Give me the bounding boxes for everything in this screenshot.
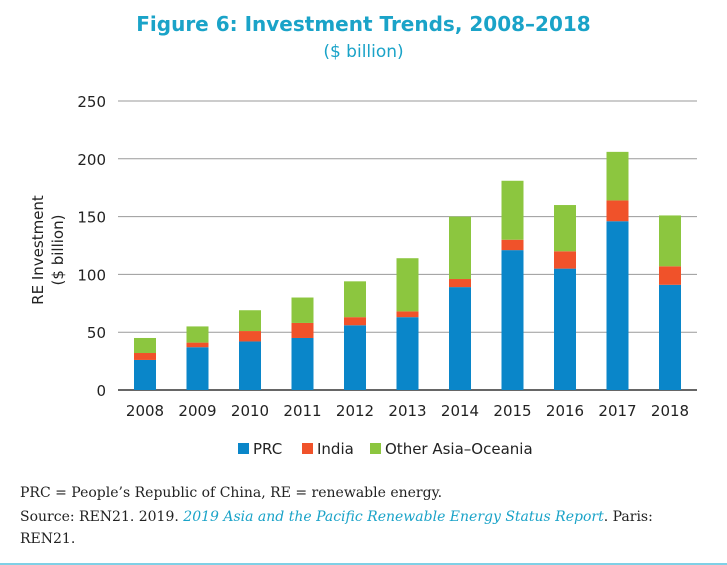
legend-label: India: [317, 440, 354, 458]
bar-segment-other-asia-oceania: [554, 205, 576, 252]
x-tick-label: 2015: [493, 402, 531, 420]
y-tick-label: 250: [77, 93, 106, 111]
bar-segment-prc: [134, 359, 156, 390]
chart-subtitle: ($ billion): [323, 42, 404, 62]
bar-segment-other-asia-oceania: [659, 215, 681, 267]
bar-segment-other-asia-oceania: [291, 297, 314, 323]
bar-segment-india: [186, 342, 209, 348]
bar-segment-other-asia-oceania: [449, 216, 471, 280]
bar-segment-prc: [344, 325, 366, 390]
bar-segment-india: [659, 266, 681, 285]
bar-segment-prc: [449, 287, 471, 390]
x-tick-label: 2008: [126, 402, 164, 420]
bar-segment-india: [239, 331, 261, 342]
legend-label: PRC: [253, 440, 282, 458]
bar-segment-india: [501, 239, 524, 251]
bar-segment-india: [344, 317, 366, 326]
bar-segment-india: [396, 311, 419, 318]
source-title-link[interactable]: 2019 Asia and the Pacific Renewable Ener…: [183, 509, 604, 525]
bar-segment-other-asia-oceania: [134, 337, 156, 354]
bar-segment-prc: [239, 341, 261, 390]
bar-segment-india: [291, 322, 314, 338]
bar-segment-prc: [606, 221, 629, 390]
y-tick-label: 50: [87, 324, 106, 342]
y-tick-label: 100: [77, 266, 106, 284]
bar-segment-prc: [186, 347, 209, 390]
legend-swatch: [302, 443, 313, 454]
legend-label: Other Asia–Oceania: [385, 440, 533, 458]
chart-title: Figure 6: Investment Trends, 2008–2018: [136, 12, 591, 36]
x-tick-label: 2017: [598, 402, 636, 420]
source-end: REN21.: [20, 531, 76, 547]
legend-swatch: [370, 443, 381, 454]
stacked-bar-chart: 0 50 100 150 200 250 RE Investment ($ billion) 2…: [29, 93, 697, 458]
x-tick-label: 2013: [388, 402, 426, 420]
bar-segment-india: [606, 200, 629, 222]
bar-segment-prc: [659, 284, 681, 390]
source-note: Source: REN21. 2019. 2019 Asia and the P…: [20, 506, 710, 550]
y-tick-label: 200: [77, 151, 106, 169]
source-prefix: Source: REN21. 2019.: [20, 509, 184, 525]
bar-segment-other-asia-oceania: [186, 326, 209, 343]
x-tick-label: 2011: [283, 402, 321, 420]
bar-segment-india: [554, 251, 576, 269]
bar-segment-other-asia-oceania: [606, 151, 629, 201]
bar-segment-other-asia-oceania: [501, 180, 524, 240]
bar-segment-prc: [396, 317, 419, 390]
bar-segment-prc: [501, 250, 524, 390]
legend-swatch: [238, 443, 249, 454]
x-tick-label: 2012: [336, 402, 374, 420]
y-tick-label: 150: [77, 209, 106, 227]
bar-segment-other-asia-oceania: [239, 310, 261, 332]
y-tick-label: 0: [96, 382, 106, 400]
bar-segment-other-asia-oceania: [396, 258, 419, 312]
y-axis-title-line1: RE Investment: [29, 195, 47, 305]
bar-segment-india: [134, 353, 156, 360]
x-tick-label: 2009: [178, 402, 216, 420]
bar-segment-prc: [291, 337, 314, 390]
x-tick-label: 2010: [231, 402, 269, 420]
x-tick-label: 2018: [651, 402, 689, 420]
bar-segment-other-asia-oceania: [344, 281, 366, 318]
bar-segment-prc: [554, 268, 576, 390]
y-axis-title-line2: ($ billion): [49, 215, 67, 286]
x-tick-label: 2014: [441, 402, 479, 420]
bottom-divider: [0, 563, 727, 565]
bar-segment-india: [449, 279, 471, 288]
x-tick-label: 2016: [546, 402, 584, 420]
source-suffix: . Paris:: [603, 509, 653, 525]
abbreviations-note: PRC = People’s Republic of China, RE = r…: [20, 485, 443, 501]
